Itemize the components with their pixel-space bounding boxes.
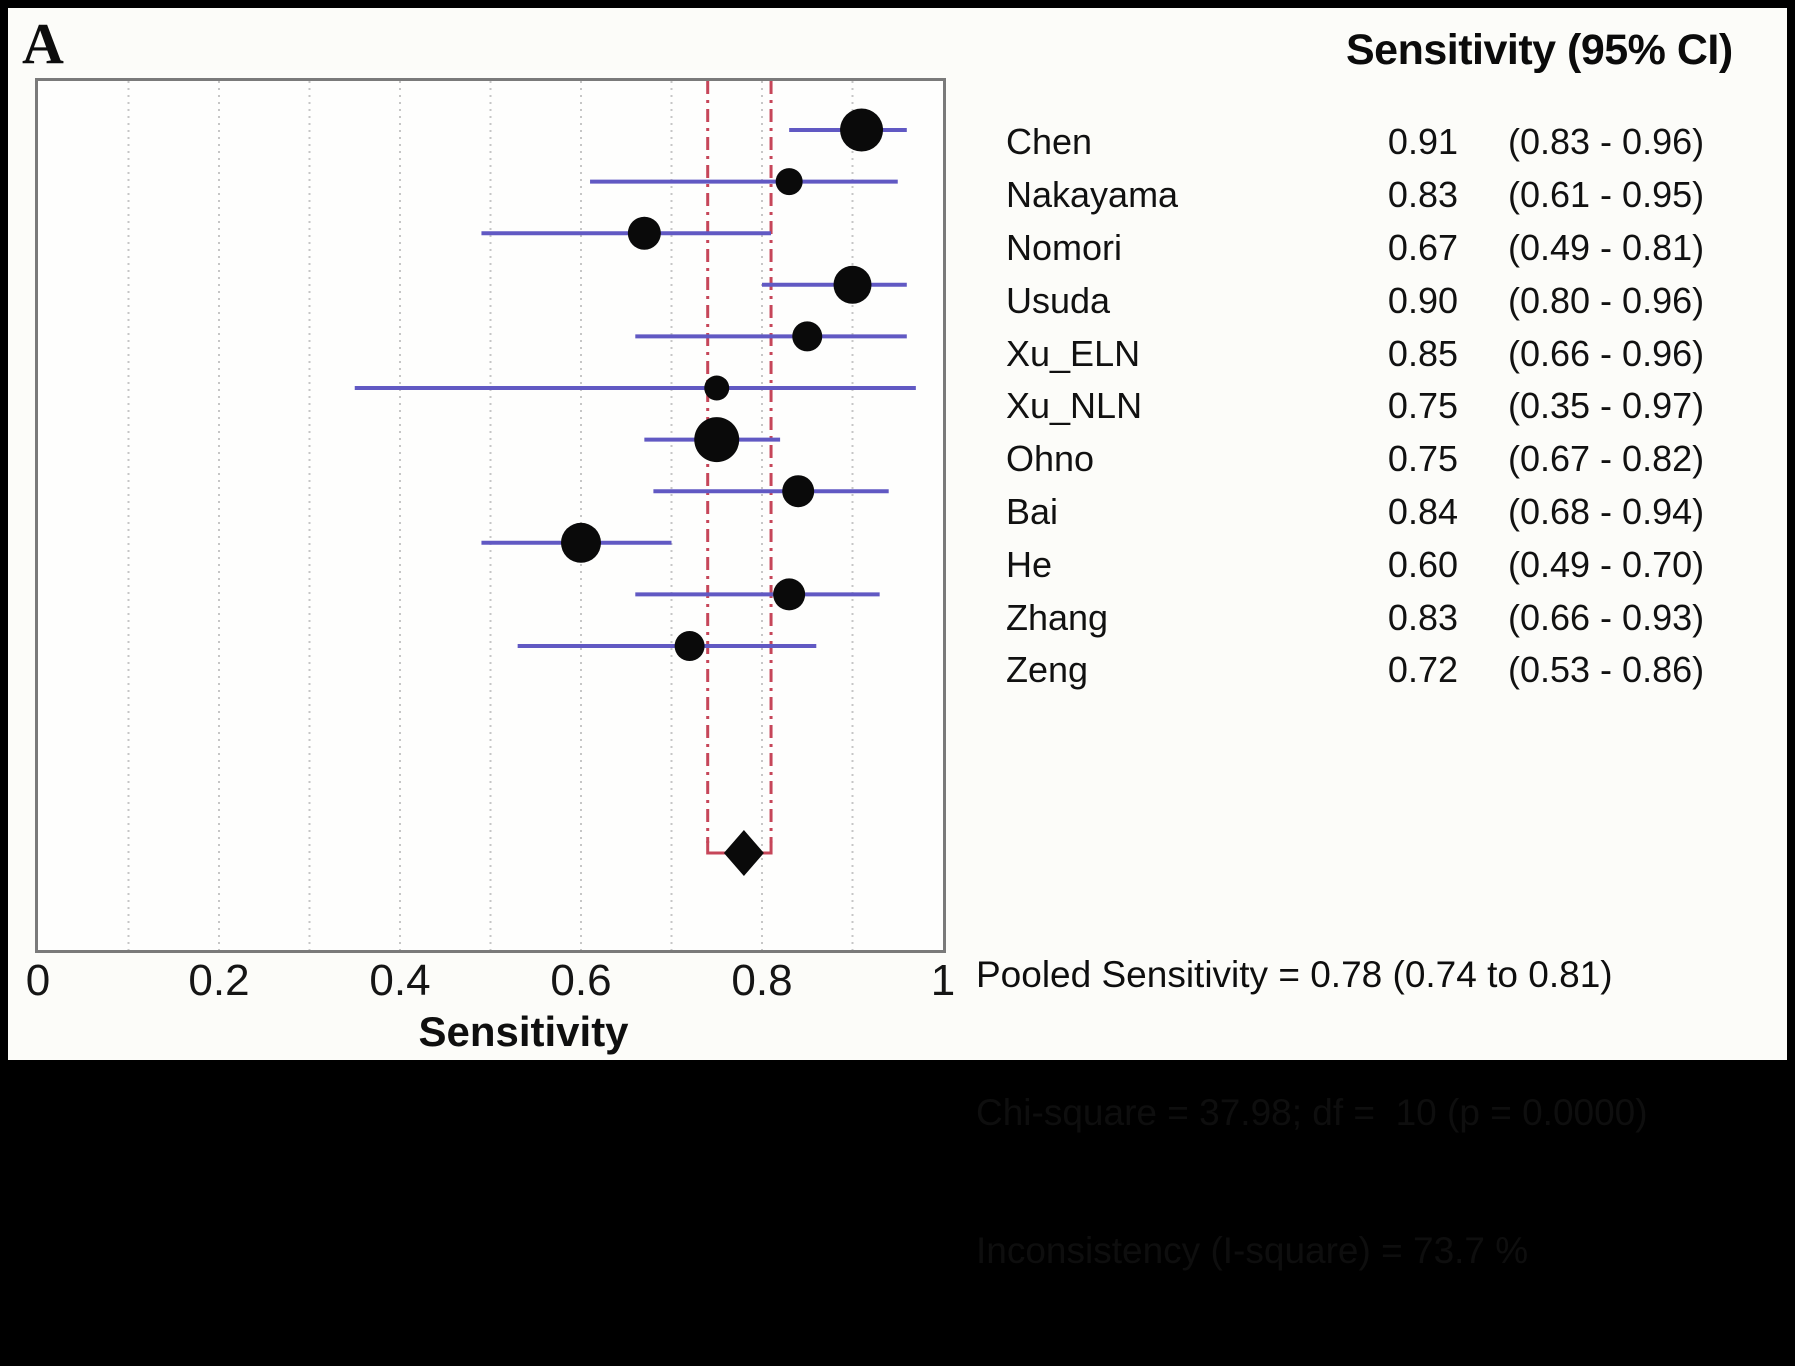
inconsistency-line: Inconsistency (I-square) = 73.7 % bbox=[976, 1230, 1529, 1271]
confidence-interval: (0.35 - 0.97) bbox=[1508, 385, 1705, 427]
study-name: Ohno bbox=[1006, 438, 1095, 480]
study-marker bbox=[773, 578, 806, 611]
study-marker bbox=[775, 168, 803, 196]
table-row: Xu_ELN 0.85 (0.66 - 0.96) bbox=[1006, 327, 1788, 380]
study-name: He bbox=[1006, 543, 1053, 585]
forest-plot bbox=[35, 78, 946, 953]
confidence-interval: (0.67 - 0.82) bbox=[1508, 438, 1705, 480]
study-marker bbox=[674, 631, 705, 661]
table-row: Xu_NLN 0.75 (0.35 - 0.97) bbox=[1006, 380, 1788, 433]
study-marker bbox=[561, 522, 601, 563]
x-tick-label: 0.8 bbox=[731, 956, 793, 1005]
sensitivity-value: 0.85 bbox=[1387, 332, 1458, 374]
confidence-interval: (0.66 - 0.96) bbox=[1508, 332, 1705, 374]
confidence-interval: (0.83 - 0.96) bbox=[1508, 121, 1705, 163]
study-name: Xu_NLN bbox=[1006, 385, 1143, 427]
table-row: Nomori 0.67 (0.49 - 0.81) bbox=[1006, 222, 1788, 275]
pooled-diamond bbox=[723, 830, 764, 876]
confidence-interval: (0.66 - 0.93) bbox=[1508, 596, 1705, 638]
sensitivity-value: 0.75 bbox=[1387, 438, 1458, 480]
study-name: Zeng bbox=[1006, 649, 1089, 691]
confidence-interval: (0.49 - 0.70) bbox=[1508, 543, 1705, 585]
x-tick-label: 0.4 bbox=[369, 956, 431, 1005]
panel-label: A bbox=[22, 11, 64, 76]
sensitivity-value: 0.90 bbox=[1387, 279, 1458, 321]
table-row: Bai 0.84 (0.68 - 0.94) bbox=[1006, 486, 1788, 539]
confidence-interval: (0.80 - 0.96) bbox=[1508, 279, 1705, 321]
study-name: Nakayama bbox=[1006, 174, 1179, 216]
study-marker bbox=[694, 417, 740, 463]
x-tick-label: 0.2 bbox=[188, 956, 250, 1005]
sensitivity-value: 0.91 bbox=[1387, 121, 1458, 163]
table-row: Chen 0.91 (0.83 - 0.96) bbox=[1006, 116, 1788, 169]
x-tick-label: 0 bbox=[25, 956, 51, 1005]
table-row: Nakayama 0.83 (0.61 - 0.95) bbox=[1006, 169, 1788, 222]
sensitivity-value: 0.75 bbox=[1387, 385, 1458, 427]
study-name: Zhang bbox=[1006, 596, 1109, 638]
x-tick-label: 0.6 bbox=[550, 956, 612, 1005]
table-row: Ohno 0.75 (0.67 - 0.82) bbox=[1006, 433, 1788, 486]
study-name: Bai bbox=[1006, 490, 1059, 532]
study-marker bbox=[704, 375, 730, 401]
study-marker bbox=[627, 216, 661, 250]
figure-background: A 0 0.2 0.4 0.6 0.8 1 Sensitivity Sensitivity… bbox=[8, 8, 1788, 1271]
study-name: Nomori bbox=[1006, 226, 1123, 268]
confidence-interval: (0.49 - 0.81) bbox=[1508, 226, 1705, 268]
confidence-interval: (0.68 - 0.94) bbox=[1508, 490, 1705, 532]
sensitivity-value: 0.67 bbox=[1387, 226, 1458, 268]
study-table: Chen 0.91 (0.83 - 0.96) Nakayama 0.83 (0.61 -… bbox=[1006, 116, 1788, 697]
study-marker bbox=[833, 265, 872, 304]
study-name: Chen bbox=[1006, 121, 1093, 163]
table-row: Zeng 0.72 (0.53 - 0.86) bbox=[1006, 644, 1788, 697]
table-row: Usuda 0.90 (0.80 - 0.96) bbox=[1006, 274, 1788, 327]
study-marker bbox=[782, 475, 815, 508]
confidence-interval: (0.61 - 0.95) bbox=[1508, 174, 1705, 216]
forest-plot-canvas bbox=[127, 81, 916, 950]
table-row: He 0.60 (0.49 - 0.70) bbox=[1006, 538, 1788, 591]
sensitivity-value: 0.84 bbox=[1387, 490, 1458, 532]
sensitivity-value: 0.60 bbox=[1387, 543, 1458, 585]
pooled-sensitivity-line: Pooled Sensitivity = 0.78 (0.74 to 0.81) bbox=[976, 954, 1613, 995]
study-marker bbox=[792, 321, 823, 352]
confidence-interval: (0.53 - 0.86) bbox=[1508, 649, 1705, 691]
table-row: Zhang 0.83 (0.66 - 0.93) bbox=[1006, 591, 1788, 644]
x-axis-title: Sensitivity bbox=[418, 1008, 629, 1055]
table-header: Sensitivity (95% CI) bbox=[1346, 26, 1733, 74]
study-name: Usuda bbox=[1006, 279, 1111, 321]
x-tick-label: 1 bbox=[930, 956, 956, 1005]
sensitivity-value: 0.72 bbox=[1387, 649, 1458, 691]
summary-block: Pooled Sensitivity = 0.78 (0.74 to 0.81)… bbox=[976, 860, 1648, 1366]
study-marker bbox=[840, 108, 884, 152]
study-name: Xu_ELN bbox=[1006, 332, 1141, 374]
sensitivity-value: 0.83 bbox=[1387, 174, 1458, 216]
sensitivity-value: 0.83 bbox=[1387, 596, 1458, 638]
chi-square-line: Chi-square = 37.98; df = 10 (p = 0.0000) bbox=[976, 1092, 1648, 1133]
